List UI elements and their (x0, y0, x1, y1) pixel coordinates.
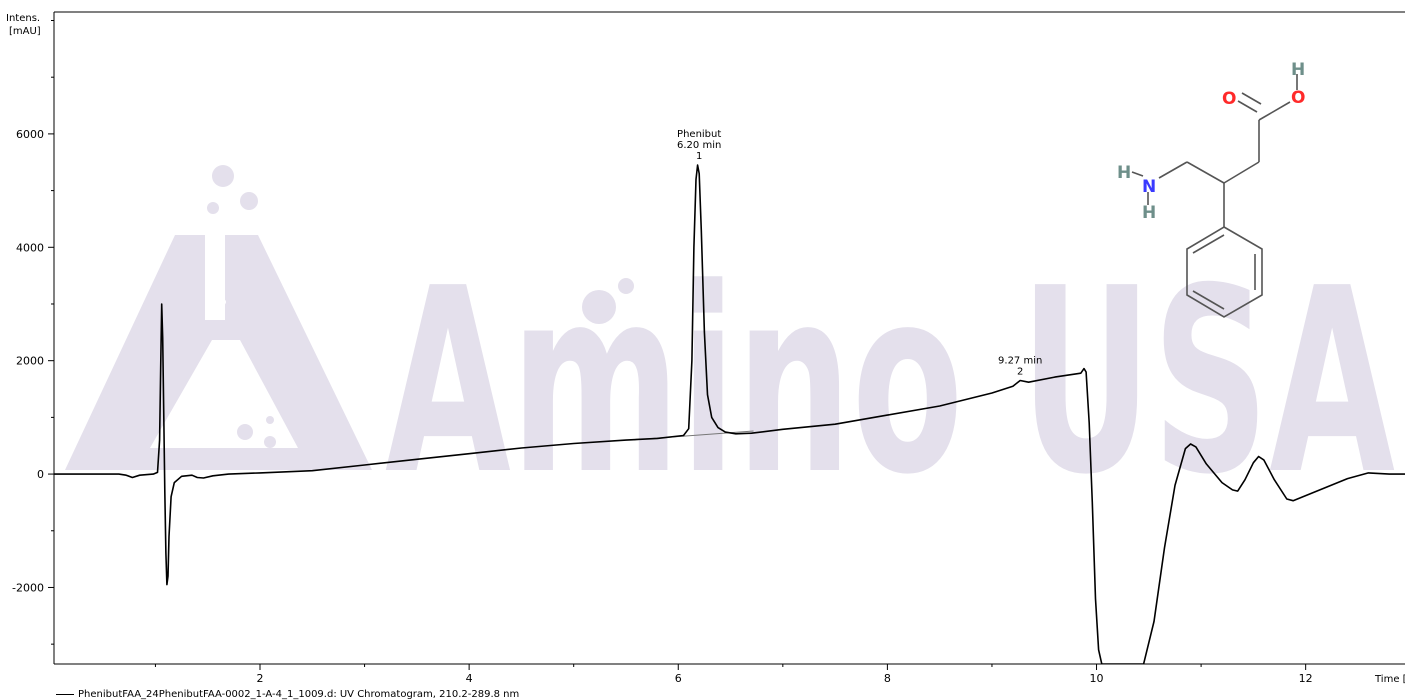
y-tick-labels: -2000 0 2000 4000 6000 (12, 20, 54, 645)
x-tick-label: 4 (466, 672, 473, 685)
peak-1-label-line-2: 6.20 min (677, 140, 721, 151)
y-axis-title-line-2: [mAU] (9, 26, 41, 37)
amino-usa-watermark-logo: Amino USA (65, 165, 1395, 531)
y-axis-title-line-1: Intens. (6, 13, 40, 24)
amine-hydrogen-left-label: H (1117, 163, 1131, 183)
x-tick-labels: 2 4 6 8 10 12 (154, 664, 1313, 685)
amine-hydrogen-bottom-label: H (1142, 203, 1156, 223)
carbonyl-oxygen-label: O (1222, 89, 1236, 109)
y-tick-label: 4000 (16, 241, 44, 254)
x-tick-label: 2 (256, 672, 263, 685)
chart-legend: PhenibutFAA_24PhenibutFAA-0002_1-A-4_1_1… (56, 689, 519, 700)
structure-bonds (1131, 74, 1298, 318)
peak-1-label-line-3: 1 (696, 151, 702, 162)
amine-nitrogen-label: N (1142, 177, 1156, 197)
legend-line-swatch (56, 694, 74, 695)
y-tick-label: 2000 (16, 355, 44, 368)
y-tick-label: -2000 (12, 581, 44, 594)
peak-2-label-line-1: 9.27 min (998, 356, 1042, 367)
y-tick-label: 0 (37, 468, 44, 481)
legend-text: PhenibutFAA_24PhenibutFAA-0002_1-A-4_1_1… (78, 689, 520, 700)
hydroxyl-hydrogen-label: H (1291, 60, 1305, 80)
x-tick-label: 6 (675, 672, 682, 685)
x-tick-label: 12 (1299, 672, 1313, 685)
hydroxyl-oxygen-label: O (1291, 88, 1305, 108)
uv-chromatogram-trace (54, 164, 1405, 664)
y-tick-label: 6000 (16, 128, 44, 141)
x-axis-title: Time [min] (1374, 674, 1405, 685)
watermark-text: Amino USA (385, 234, 1395, 531)
x-tick-label: 10 (1090, 672, 1104, 685)
peak-1-label-line-1: Phenibut (677, 129, 721, 140)
x-tick-label: 8 (884, 672, 891, 685)
peak-2-label-line-2: 2 (1017, 367, 1023, 378)
phenibut-structure-diagram: O O H N H H (1117, 60, 1305, 318)
